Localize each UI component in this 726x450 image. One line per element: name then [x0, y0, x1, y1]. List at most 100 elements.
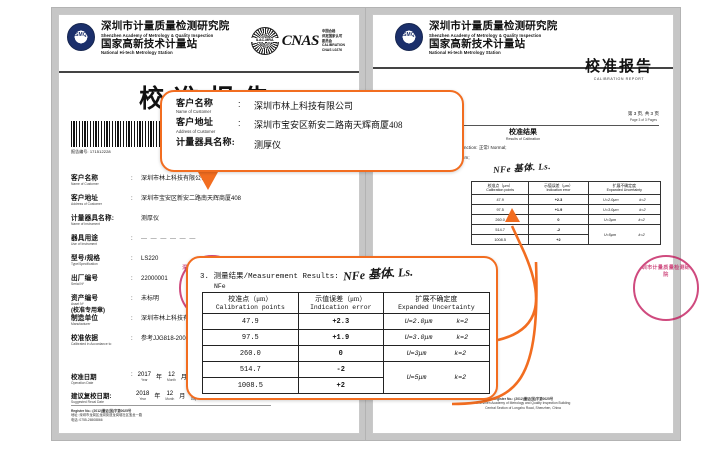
field-row: 客户名称 Name of Customer : 深圳市林上科技有限公司 [71, 175, 347, 187]
col-cal-en: Calibration points [215, 304, 285, 311]
field-label-cn: 客户名称 [71, 175, 99, 182]
date-label-en: Suggested Recal Date [71, 400, 104, 404]
cell-u-value: U=5μm [406, 374, 427, 381]
field-value: — — — — — — [141, 236, 197, 243]
field-value: 22000001 [141, 276, 168, 283]
cnas-side-text: 中国合格 评定国家认可 委员会 CALIBRATION CNAS L0276 [322, 29, 345, 54]
results-section-title: 校准结果 Results of Calibration [373, 127, 673, 141]
date-label-cn: 建议复校日期: [71, 393, 112, 400]
field-value: LS220 [141, 256, 159, 263]
cnas-side-3: 委员会 [321, 38, 333, 43]
page-footer-left: Register No.: (2012)量证(国)字第0025号 地址: 深圳市… [71, 404, 271, 423]
field-row: 制造单位 Manufacturer : 深圳市林上科技有限公司 [71, 315, 347, 327]
table-row: 260.0 0 U=3μm k=2 [470, 214, 662, 226]
date-colon: : [131, 372, 133, 378]
cell-error: -2 [528, 224, 589, 236]
cell-point: 1008.5 [470, 234, 530, 246]
field-label-en: Serial Nº [71, 281, 84, 286]
field-label-cn: 资产编号 [71, 295, 99, 303]
field-label-en: Address of Customer [71, 201, 102, 206]
handwritten-annotation-right: NFe 基体. Ls. [492, 160, 552, 176]
barcode-number: 报告编号: 171512228 [71, 148, 111, 154]
field-label-en: Manufacturer [71, 321, 91, 326]
field-label-en: Asset Nº [71, 301, 84, 306]
cell-k-value: k=2 [454, 374, 467, 381]
smq-seal-icon [395, 23, 423, 51]
table-row: 1008.5 +2 [202, 377, 490, 394]
letterhead-right: 深圳市计量质量检测研究院 Shenzhen Academy of Metrolo… [373, 15, 673, 81]
measurement-results-table: 校准点（μm） Calibration points 示值误差（μm） Indi… [202, 292, 491, 394]
date-year-cn: 年 [156, 375, 163, 381]
smq-seal-icon [67, 23, 95, 51]
cnas-side-1: 中国合格 [321, 28, 336, 33]
callout-value: 深圳市宝安区新安二路南天辉商厦408 [254, 120, 403, 131]
cell-error: +2 [297, 377, 384, 394]
date-year-cn: 年 [154, 394, 161, 400]
col-unc-cn: 扩展不确定度 [612, 183, 636, 188]
cell-uncertainty: U=3.0μm k=2 [382, 329, 491, 346]
field-colon: : [131, 336, 133, 343]
station-name-cn: 国家高新技术计量站 [101, 37, 198, 50]
cell-u-value: U=3.0μm [603, 207, 619, 212]
field-colon: : [131, 256, 133, 263]
org-name-en: Shenzhen Academy of Metrology & Quality … [429, 32, 542, 38]
table-header-row: 校准点（μm） Calibration points 示值误差（μm） Indi… [470, 180, 662, 196]
cnas-side-2: 评定国家认可 [321, 33, 343, 38]
org-name-cn: 深圳市计量质量检测研究院 [101, 20, 230, 32]
field-colon: : [131, 276, 133, 283]
cell-error: -2 [297, 361, 384, 378]
date-year-en: Year [141, 378, 148, 382]
results-title-en: Results of Calibration [505, 137, 541, 141]
table-row: 514.7 -2 U=5μm k=2 [470, 224, 662, 246]
station-name-en: National Hi-tech Metrology Station [429, 50, 501, 56]
field-colon: : [131, 296, 133, 303]
date-month-cn: 月 [180, 375, 187, 381]
cell-point: 47.9 [470, 194, 530, 206]
field-value: 测厚仪 [141, 216, 160, 223]
cnas-logo: CNAS [281, 32, 320, 49]
field-colon: : [131, 196, 133, 203]
date-rows: 校准日期 Operation Date : 2017 Year 年 12 Month … [71, 372, 210, 404]
callout-row: 客户名称 Name of Customer : 深圳市林上科技有限公司 [176, 98, 462, 114]
cell-u-value: U=3μm [406, 350, 427, 357]
field-row: 出厂编号 Serial Nº : 22000001 [71, 275, 347, 287]
field-value: 深圳市林上科技有限公司 [141, 176, 208, 182]
field-value: 深圳市宝安区新安二路南天辉商厦408 [141, 196, 242, 203]
callout-label-cn: 客户地址 [176, 117, 214, 128]
results-table-right: 校准点（μm） Calibration points 示值误差（μm） Indi… [470, 180, 662, 246]
cell-point: 514.7 [470, 224, 530, 236]
field-label-cn: 计量器具名称: [71, 215, 115, 223]
cell-k-value: k=2 [456, 334, 469, 341]
cell-uncertainty: U=2.0μm k=2 [382, 313, 491, 330]
cell-error: +2.3 [528, 194, 589, 206]
field-row: 客户地址 Address of Customer : 深圳市宝安区新安二路南天辉商… [71, 195, 347, 207]
field-row: 器具用途 Use of Instrument : — — — — — — [71, 235, 347, 247]
date-month-en: Month [167, 378, 176, 382]
barcode: 报告编号: 171512228 [71, 121, 175, 155]
cell-error: +1.9 [528, 204, 589, 216]
callout-results-heading: 3. 测量结果/Measurement Results: [200, 273, 339, 281]
col-err-en: Indication error [546, 188, 571, 193]
date-month-cn: 月 [179, 394, 186, 400]
cell-point: 47.9 [202, 313, 299, 330]
col-cal-en: Calibration points [486, 188, 515, 193]
callout-measurement-results: 3. 测量结果/Measurement Results: NFe 基体. Ls.… [186, 256, 498, 400]
cell-point: 97.5 [202, 329, 299, 346]
col-unc-en: Expanded Uncertainty [398, 304, 475, 311]
cell-uncertainty: U=3μm k=2 [382, 345, 491, 362]
table-row: 260.0 0 U=3μm k=2 [202, 345, 491, 362]
report-title-block: 校准报告 CALIBRATION REPORT [585, 55, 653, 81]
table-row: 47.9 +2.3 U=2.0μm k=2 [470, 194, 662, 206]
table-row: 97.5 +1.9 U=3.0μm k=2 [202, 329, 491, 346]
callout-label-en: Address of Customer [176, 128, 216, 134]
cell-uncertainty: U=5μm k=2 [587, 224, 662, 246]
col-cal-cn: 校准点（μm） [228, 295, 273, 303]
stamp-arc-top: 深圳市计量质量检测研究院 [636, 265, 696, 278]
cell-point: 260.0 [470, 214, 530, 226]
cell-point: 514.7 [202, 361, 299, 378]
col-indication-error: 示值误差（μm） Indication error [297, 292, 384, 314]
page-indicator: 第 3 页, 共 3 页 Page 3 of 3 Pages [628, 111, 659, 123]
date-label-cn: 校准日期 [71, 374, 97, 381]
field-label-cn: 出厂编号 [71, 275, 99, 283]
cell-error: 0 [297, 345, 384, 362]
